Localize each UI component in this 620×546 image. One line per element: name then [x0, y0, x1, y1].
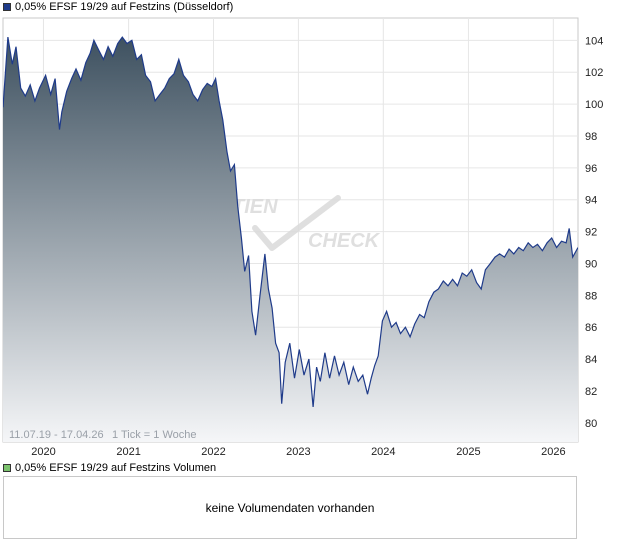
- watermark-check-icon: [252, 195, 341, 251]
- x-tick-label: 2021: [116, 446, 140, 458]
- price-legend: 0,05% EFSF 19/29 auf Festzins (Düsseldor…: [3, 0, 233, 14]
- y-axis: 80 82 84 86 88 90 92 94 96 98 100 102 104: [585, 35, 603, 430]
- watermark: TIEN CHECK: [232, 195, 381, 252]
- price-chart: TIEN CHECK 80 82 84 86 88 90 92 94 96 98 100 102 104…: [2, 17, 603, 458]
- watermark-word-1: TIEN: [232, 196, 278, 218]
- y-tick-label: 98: [585, 131, 597, 143]
- volume-empty-message: keine Volumendaten vorhanden: [205, 500, 375, 515]
- y-tick-label: 94: [585, 195, 597, 207]
- y-tick-label: 102: [585, 67, 603, 79]
- y-tick-label: 82: [585, 386, 597, 398]
- y-tick-label: 90: [585, 258, 597, 270]
- price-legend-label: 0,05% EFSF 19/29 auf Festzins (Düsseldor…: [15, 1, 234, 13]
- y-tick-label: 104: [585, 35, 603, 47]
- y-tick-label: 88: [585, 290, 597, 302]
- y-tick-label: 80: [585, 418, 597, 430]
- volume-legend: 0,05% EFSF 19/29 auf Festzins Volumen: [3, 461, 216, 475]
- y-tick-label: 86: [585, 322, 597, 334]
- x-tick-label: 2020: [31, 446, 55, 458]
- watermark-word-2: CHECK: [308, 230, 381, 252]
- price-area-fill: [3, 37, 578, 442]
- volume-panel: keine Volumendaten vorhanden: [3, 476, 577, 539]
- x-tick-label: 2025: [456, 446, 480, 458]
- date-range-label: 11.07.19 - 17.04.26: [9, 429, 104, 441]
- x-tick-label: 2022: [201, 446, 225, 458]
- price-legend-swatch: [3, 3, 11, 11]
- x-tick-label: 2026: [541, 446, 565, 458]
- y-tick-label: 92: [585, 227, 597, 239]
- x-tick-label: 2024: [371, 446, 395, 458]
- y-tick-label: 84: [585, 354, 597, 366]
- tick-info-label: 1 Tick = 1 Woche: [112, 429, 196, 441]
- volume-legend-label: 0,05% EFSF 19/29 auf Festzins Volumen: [15, 462, 217, 474]
- volume-legend-swatch: [3, 464, 11, 472]
- y-tick-label: 100: [585, 99, 603, 111]
- price-line: [3, 36, 578, 407]
- x-axis: 2020 2021 2022 2023 2024 2025 2026: [31, 446, 565, 458]
- y-tick-label: 96: [585, 163, 597, 175]
- x-tick-label: 2023: [286, 446, 310, 458]
